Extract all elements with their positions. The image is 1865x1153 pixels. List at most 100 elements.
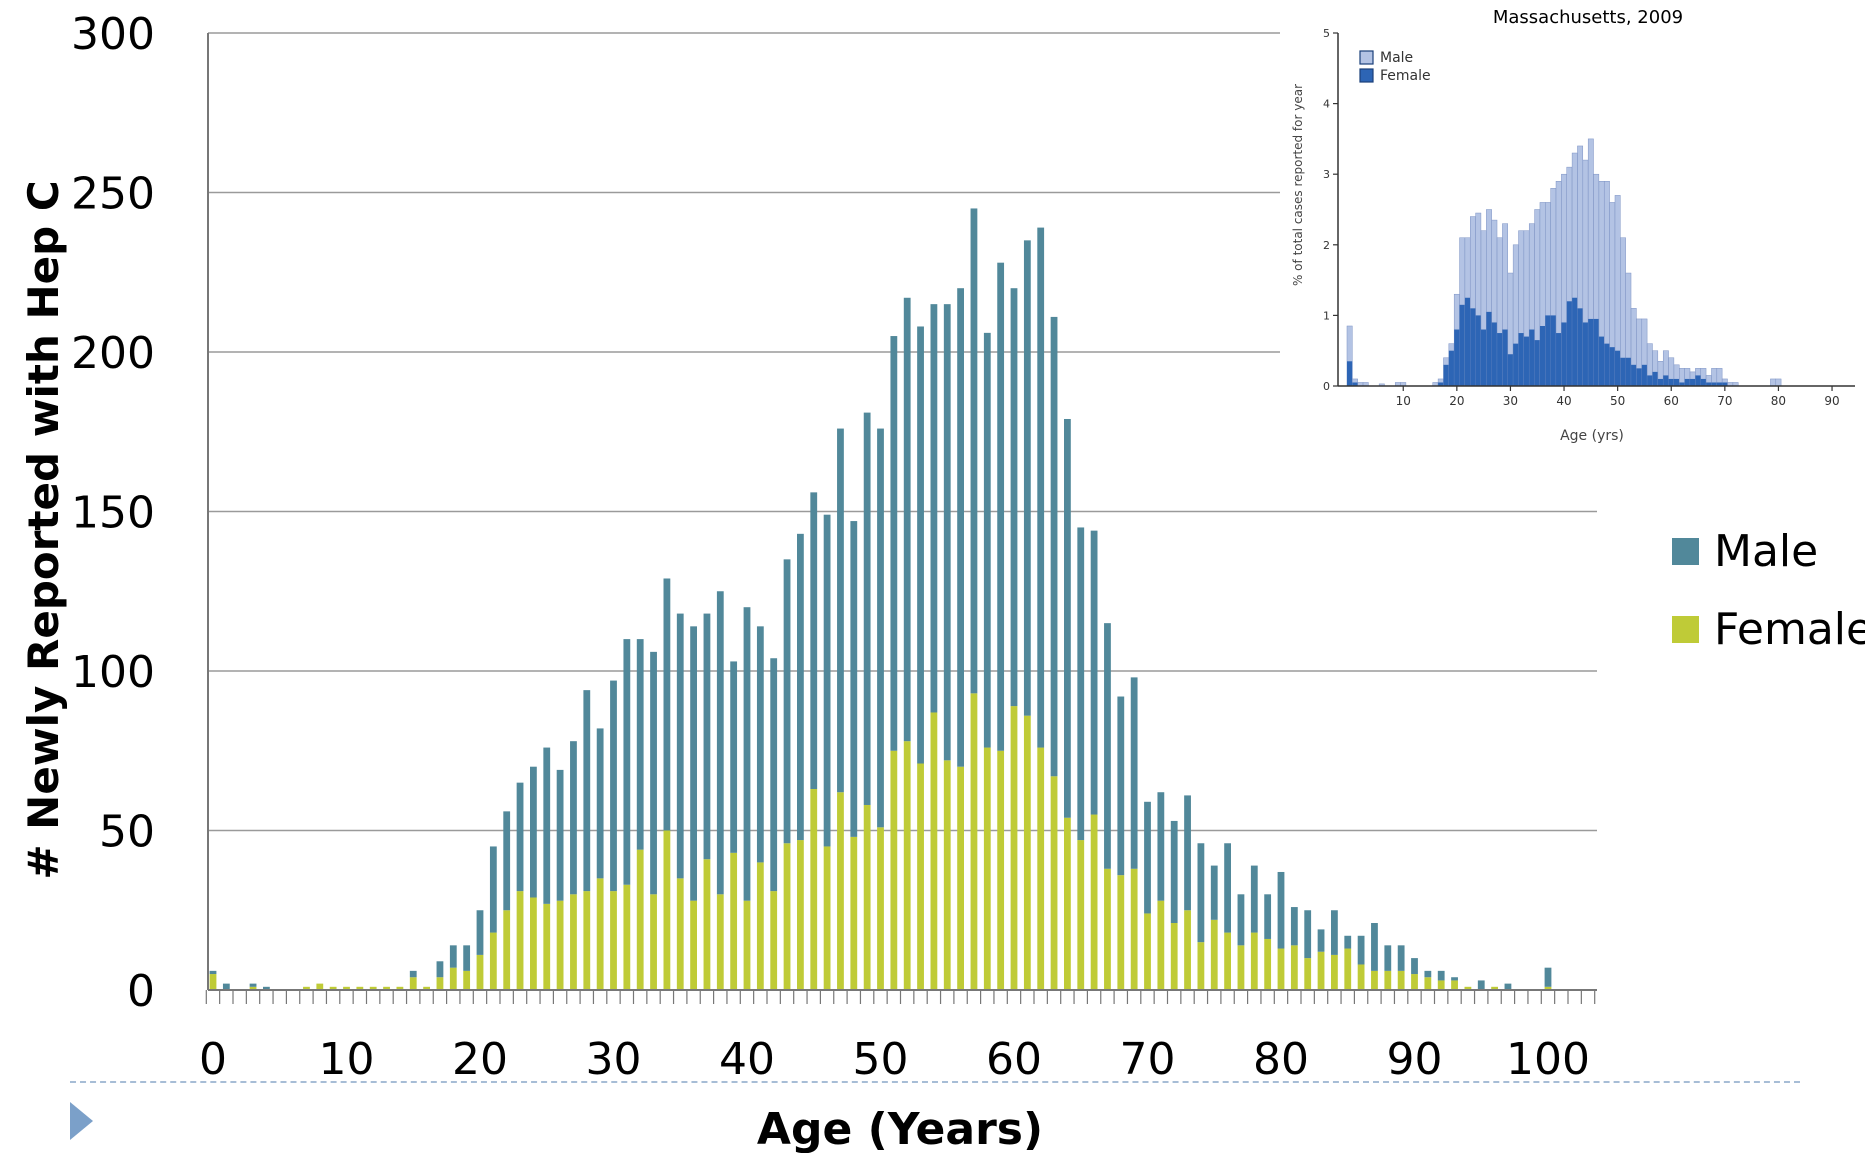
bar-female: [1250, 932, 1258, 990]
x-tick-label: 90: [1387, 1034, 1443, 1085]
bar-male: [503, 811, 511, 911]
inset-x-tick-label: 30: [1503, 394, 1518, 408]
bar-male: [530, 766, 537, 898]
bar-female: [489, 932, 497, 990]
bar-group: [209, 208, 1552, 990]
inset-bar-female: [1614, 350, 1621, 386]
bar-female: [329, 986, 337, 990]
bar-male: [850, 521, 858, 837]
bar-male: [877, 428, 884, 828]
inset-y-tick-label: 1: [1323, 309, 1330, 322]
inset-bar-female: [1679, 382, 1685, 386]
bar-male: [943, 304, 951, 761]
bar-male: [1437, 970, 1445, 981]
bar-female: [1170, 923, 1178, 990]
bar-female: [863, 804, 871, 990]
bar-female: [1184, 910, 1191, 990]
inset-bar-female: [1443, 364, 1449, 386]
bar-male: [1157, 792, 1165, 901]
inset-bar-female: [1448, 350, 1455, 386]
bar-male: [1451, 977, 1458, 981]
bar-female: [1130, 868, 1138, 990]
inset-bar-female: [1502, 329, 1508, 386]
x-axis-label: Age (Years): [757, 1104, 1043, 1153]
bar-male: [863, 412, 871, 805]
y-axis-label: # Newly Reported with Hep C: [19, 180, 68, 879]
y-tick-label: 100: [71, 647, 155, 698]
bar-female: [650, 894, 657, 990]
bar-male: [1290, 907, 1298, 946]
bar-male: [1264, 894, 1272, 939]
bar-male: [997, 262, 1005, 751]
inset-bar-group: [1346, 138, 1782, 387]
bar-female: [1077, 840, 1085, 990]
inset-bar-female: [1593, 318, 1599, 386]
bar-male: [1050, 316, 1058, 777]
bar-female: [530, 897, 537, 990]
bar-female: [823, 846, 831, 990]
bar-male: [917, 326, 924, 764]
bar-male: [1277, 871, 1285, 949]
legend-swatch-male: [1672, 538, 1699, 565]
inset-x-tick-label: 80: [1771, 394, 1786, 408]
bar-female: [1451, 980, 1458, 990]
bar-female: [756, 862, 764, 990]
inset-x-tick-label: 60: [1664, 394, 1679, 408]
bar-male: [1331, 910, 1338, 955]
bar-female: [770, 891, 778, 990]
bar-female: [730, 852, 738, 990]
bar-female: [463, 970, 471, 990]
bar-male: [1317, 929, 1325, 952]
bar-male: [676, 613, 684, 879]
inset-bar-female: [1486, 311, 1492, 386]
bar-female: [1544, 986, 1552, 990]
y-tick-label: 150: [71, 488, 155, 539]
inset-bar-female: [1663, 375, 1669, 386]
bar-female: [1010, 706, 1018, 990]
inset-bar-female: [1507, 354, 1514, 386]
bar-female: [890, 750, 898, 990]
inset-legend: Male Female: [1359, 50, 1431, 84]
bar-female: [583, 891, 591, 990]
bullet-arrow-icon: [70, 1102, 93, 1140]
bar-male: [556, 769, 564, 901]
bar-male: [1064, 418, 1071, 818]
bar-female: [1437, 980, 1445, 990]
bar-male: [1344, 935, 1352, 949]
bar-female: [676, 878, 684, 990]
inset-bar-female: [1491, 322, 1498, 386]
bar-female: [1104, 868, 1111, 990]
bar-male: [209, 970, 217, 975]
x-tick-label: 10: [319, 1034, 375, 1085]
bar-female: [409, 977, 417, 990]
bar-male: [489, 846, 497, 933]
bar-female: [396, 986, 404, 990]
bar-female: [1357, 964, 1365, 990]
bar-female: [1290, 945, 1298, 990]
bar-female: [1144, 913, 1151, 990]
inset-bar-female: [1545, 315, 1551, 386]
inset-bar-male: [1770, 378, 1776, 387]
bar-female: [369, 986, 377, 990]
bar-female: [877, 827, 884, 990]
bar-female: [1277, 948, 1285, 990]
inset-bar-female: [1657, 378, 1664, 386]
bar-female: [383, 986, 390, 990]
bar-male: [890, 336, 898, 751]
bar-female: [1090, 814, 1098, 990]
bar-female: [423, 986, 430, 990]
bar-male: [1210, 865, 1218, 920]
inset-bar-female: [1652, 371, 1658, 386]
x-tick-label: 100: [1506, 1034, 1590, 1085]
bar-female: [1210, 919, 1218, 990]
inset-title: Massachusetts, 2009: [1493, 7, 1683, 28]
x-tick-label: 70: [1120, 1034, 1176, 1085]
inset-x-tick-label: 90: [1824, 394, 1839, 408]
bar-male: [1144, 801, 1151, 914]
bar-female: [810, 789, 818, 990]
bar-male: [1384, 945, 1392, 971]
bar-male: [1250, 865, 1258, 933]
inset-y-tick-labels: 0 1 2 3 4 5: [1323, 27, 1330, 393]
bar-male: [770, 658, 778, 892]
bar-male: [516, 782, 524, 892]
